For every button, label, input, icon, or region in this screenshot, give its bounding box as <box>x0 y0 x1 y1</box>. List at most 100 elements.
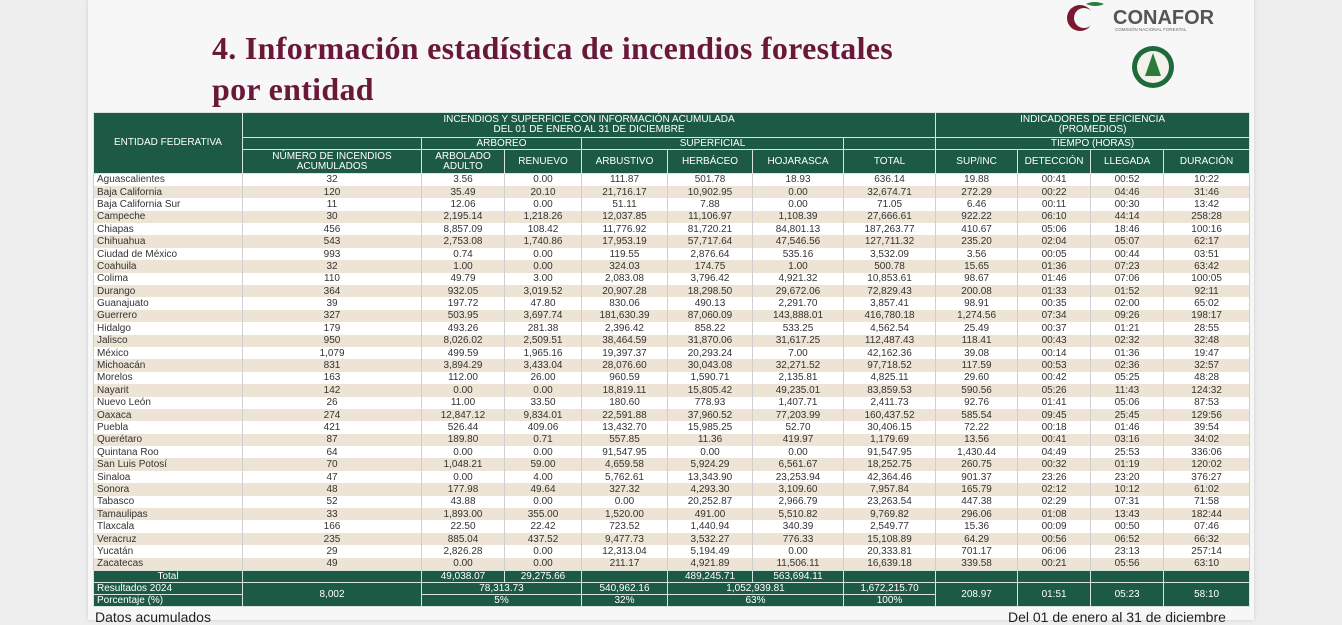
table-cell: Puebla <box>93 421 243 434</box>
table-cell: 23,253.94 <box>752 470 844 484</box>
total-cell <box>935 569 1019 583</box>
table-row: Colima 110 49.79 3.00 2,083.08 3,796.42 4,921.… <box>93 272 1251 286</box>
table-cell: 18,252.75 <box>842 458 937 471</box>
table-cell: 42,364.46 <box>842 470 937 484</box>
footnote: Datos acumulados <box>95 609 211 625</box>
table-cell: 499.59 <box>421 346 505 360</box>
table-cell: Chiapas <box>93 223 243 236</box>
table-cell: Querétaro <box>93 433 243 447</box>
total-cell: 489,245.71 <box>667 569 753 583</box>
table-cell: 197.72 <box>421 297 505 310</box>
table-cell: 26.00 <box>504 371 582 385</box>
table-row: Guerrero 327 503.95 3,697.74 181,630.39 87,06… <box>93 309 1251 323</box>
table-cell: 4,825.11 <box>842 371 937 385</box>
column-header: NÚMERO DE INCENDIOS ACUMULADOS <box>242 149 422 174</box>
table-cell: 49 <box>242 557 422 570</box>
table-cell: 00:14 <box>1017 346 1092 360</box>
table-cell: 00:22 <box>1017 185 1092 199</box>
table-cell: 5,762.61 <box>581 470 668 484</box>
table-cell: 543 <box>242 235 422 248</box>
table-row: Morelos 163 112.00 26.00 960.59 1,590.71 2,135… <box>93 371 1251 385</box>
results-cell: 1,052,939.81 <box>667 581 844 596</box>
table-cell: 235.20 <box>935 235 1019 248</box>
table-cell: 557.85 <box>581 433 668 447</box>
table-cell: 25:53 <box>1090 446 1165 459</box>
table-cell: Michoacán <box>93 359 243 372</box>
table-cell: 02:32 <box>1090 334 1165 347</box>
percent-cell: 32% <box>581 594 668 608</box>
table-cell: 11:43 <box>1090 384 1165 397</box>
table-cell: 71:58 <box>1163 495 1251 509</box>
table-cell: 111.87 <box>581 173 668 186</box>
table-cell: 00:05 <box>1017 247 1092 261</box>
table-cell: 10:22 <box>1163 173 1251 186</box>
table-cell: Coahuila <box>93 260 243 273</box>
table-cell: 950 <box>242 334 422 347</box>
table-cell: 39.08 <box>935 346 1019 360</box>
table-cell: 119.55 <box>581 247 668 261</box>
table-row: Tamaulipas 33 1,893.00 355.00 1,520.00 491.00… <box>93 508 1251 521</box>
table-cell: 01:46 <box>1017 272 1092 286</box>
table-cell: 1,179.69 <box>842 433 937 447</box>
table-cell: 885.04 <box>421 532 505 546</box>
table-cell: 1,274.56 <box>935 309 1019 323</box>
table-cell: 29,672.06 <box>752 285 844 298</box>
table-cell: 01:33 <box>1017 285 1092 298</box>
table-cell: 00:09 <box>1017 520 1092 533</box>
table-cell: 3.56 <box>935 247 1019 261</box>
table-cell: 100:05 <box>1163 272 1251 286</box>
table-cell: 06:52 <box>1090 532 1165 546</box>
table-cell: 12.06 <box>421 198 505 211</box>
table-cell: 27,666.61 <box>842 210 937 224</box>
table-cell: 33 <box>242 508 422 521</box>
table-cell: 118.41 <box>935 334 1019 347</box>
table-cell: 1,108.39 <box>752 210 844 224</box>
table-cell: 52.70 <box>752 421 844 434</box>
table-cell: 64 <box>242 446 422 459</box>
table-cell: 12,313.04 <box>581 545 668 558</box>
table-cell: 00:32 <box>1017 458 1092 471</box>
table-cell: 64.29 <box>935 532 1019 546</box>
table-row: Coahuila 32 1.00 0.00 324.03 174.75 1.00 500.78… <box>93 260 1251 273</box>
header-cell: INDICADORES DE EFICIENCIA (PROMEDIOS) <box>935 112 1251 138</box>
table-cell: 01:19 <box>1090 458 1165 471</box>
total-cell <box>1017 569 1092 583</box>
table-row: Aguascalientes 32 3.56 0.00 111.87 501.78 18.9… <box>93 173 1251 186</box>
table-cell: 2,966.79 <box>752 495 844 509</box>
table-cell: 98.91 <box>935 297 1019 310</box>
table-cell: Chihuahua <box>93 235 243 248</box>
table-cell: 166 <box>242 520 422 533</box>
table-cell: 117.59 <box>935 359 1019 372</box>
table-cell: 235 <box>242 532 422 546</box>
table-cell: 37,960.52 <box>667 408 753 422</box>
table-cell: 0.00 <box>504 260 582 273</box>
table-cell: 143,888.01 <box>752 309 844 323</box>
table-cell: 129:56 <box>1163 408 1251 422</box>
table-cell: 6,561.67 <box>752 458 844 471</box>
results-cell: 58:10 <box>1163 581 1251 608</box>
table-cell: 81,720.21 <box>667 223 753 236</box>
table-cell: 533.25 <box>752 322 844 335</box>
table-cell: 0.71 <box>504 433 582 447</box>
total-row: Total 49,038.07 29,275.66 489,245.71 563,694… <box>93 569 1251 583</box>
table-cell: 00:18 <box>1017 421 1092 434</box>
total-cell: 563,694.11 <box>752 569 844 583</box>
table-cell: Campeche <box>93 210 243 224</box>
table-cell: 960.59 <box>581 371 668 385</box>
table-row: Durango 364 932.05 3,019.52 20,907.28 18,298.… <box>93 285 1251 298</box>
table-cell: 02:36 <box>1090 359 1165 372</box>
table-cell: 503.95 <box>421 309 505 323</box>
table-cell: 77,203.99 <box>752 408 844 422</box>
table-cell: 66:32 <box>1163 532 1251 546</box>
table-cell: 02:00 <box>1090 297 1165 310</box>
table-cell: 108.42 <box>504 223 582 236</box>
table-cell: 258:28 <box>1163 210 1251 224</box>
table-cell: 776.33 <box>752 532 844 546</box>
table-cell: 0.00 <box>581 495 668 509</box>
table-cell: 6.46 <box>935 198 1019 211</box>
table-cell: Jalisco <box>93 334 243 347</box>
table-cell: 3,894.29 <box>421 359 505 372</box>
table-cell: Sonora <box>93 483 243 496</box>
table-cell: 32,674.71 <box>842 185 937 199</box>
table-cell: 22.42 <box>504 520 582 533</box>
